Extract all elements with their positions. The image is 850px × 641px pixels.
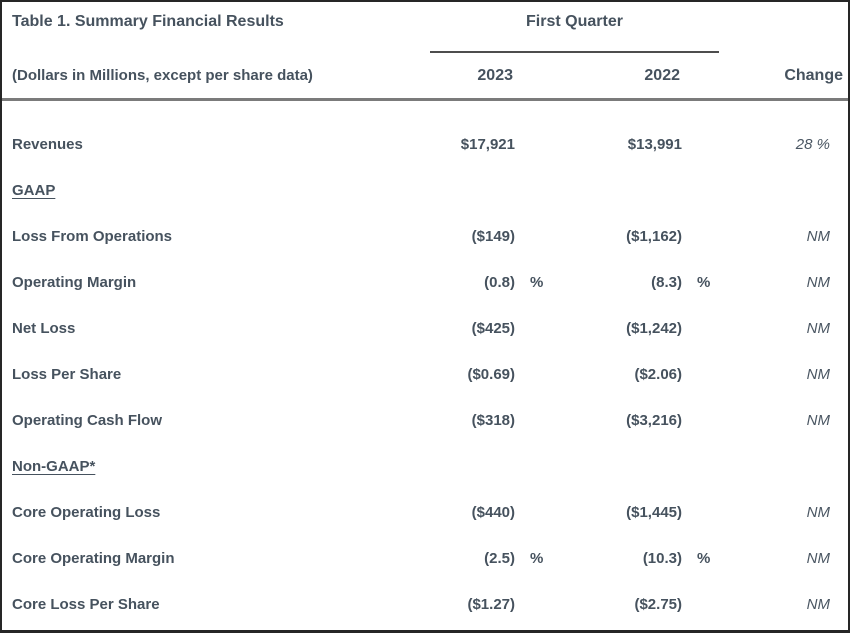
row-label: Core Operating Loss xyxy=(12,503,161,521)
section-label: Non-GAAP* xyxy=(12,457,96,475)
value-2022: (10.3) xyxy=(642,549,682,567)
column-header-change: Change xyxy=(784,66,843,84)
change-value: NM xyxy=(806,549,830,567)
change-value: 28 % xyxy=(795,135,830,153)
value-2023: $17,921 xyxy=(460,135,515,153)
column-header-2023: 2023 xyxy=(477,66,513,84)
value-2022: (8.3) xyxy=(651,273,682,291)
value-2022: ($1,242) xyxy=(626,319,682,337)
value-2023: ($318) xyxy=(471,411,515,429)
table-subtitle: (Dollars in Millions, except per share d… xyxy=(12,67,313,84)
value-2023: ($0.69) xyxy=(467,365,515,383)
table-row-core-operating-margin: Core Operating Margin (2.5) % (10.3) % N… xyxy=(2,535,848,581)
row-label: Revenues xyxy=(12,135,83,153)
change-value: NM xyxy=(806,273,830,291)
first-quarter-column-group-header: First Quarter xyxy=(430,2,719,53)
column-header-2022: 2022 xyxy=(644,66,680,84)
pct-2022: % xyxy=(697,549,711,567)
table-header-row-2: (Dollars in Millions, except per share d… xyxy=(2,53,848,98)
value-2022: ($1,445) xyxy=(626,503,682,521)
value-2023: (2.5) xyxy=(484,549,515,567)
value-2022: ($2.75) xyxy=(634,595,682,613)
value-2023: ($440) xyxy=(471,503,515,521)
change-value: NM xyxy=(806,319,830,337)
value-2023: ($149) xyxy=(471,227,515,245)
value-2022: $13,991 xyxy=(627,135,682,153)
row-label: Loss From Operations xyxy=(12,227,173,245)
table-row-operating-cash-flow: Operating Cash Flow ($318) ($3,216) NM xyxy=(2,397,848,443)
value-2022: ($1,162) xyxy=(626,227,682,245)
change-value: NM xyxy=(806,411,830,429)
row-label: Loss Per Share xyxy=(12,365,122,383)
change-value: NM xyxy=(806,227,830,245)
change-value: NM xyxy=(806,365,830,383)
header-divider-rule xyxy=(2,98,848,101)
value-2023: (0.8) xyxy=(484,273,515,291)
value-2023: ($1.27) xyxy=(467,595,515,613)
section-label: GAAP xyxy=(12,181,56,199)
table-header-row-1: Table 1. Summary Financial Results First… xyxy=(2,2,848,53)
row-label: Operating Cash Flow xyxy=(12,411,163,429)
table-row-operating-margin: Operating Margin (0.8) % (8.3) % NM xyxy=(2,259,848,305)
value-2023: ($425) xyxy=(471,319,515,337)
change-value: NM xyxy=(806,503,830,521)
row-label: Operating Margin xyxy=(12,273,137,291)
pct-2022: % xyxy=(697,273,711,291)
table-title: Table 1. Summary Financial Results xyxy=(12,13,284,30)
table-body: Revenues $17,921 $13,991 28 % GAAP Loss … xyxy=(2,101,848,627)
table-row-loss-from-operations: Loss From Operations ($149) ($1,162) NM xyxy=(2,213,848,259)
row-label: Core Loss Per Share xyxy=(12,595,160,613)
change-value: NM xyxy=(806,595,830,613)
table-row-net-loss: Net Loss ($425) ($1,242) NM xyxy=(2,305,848,351)
section-row-non-gaap: Non-GAAP* xyxy=(2,443,848,489)
section-row-gaap: GAAP xyxy=(2,167,848,213)
row-label: Core Operating Margin xyxy=(12,549,175,567)
pct-2023: % xyxy=(530,273,544,291)
value-2022: ($2.06) xyxy=(634,365,682,383)
pct-2023: % xyxy=(530,549,544,567)
table-row-loss-per-share: Loss Per Share ($0.69) ($2.06) NM xyxy=(2,351,848,397)
header-spacer xyxy=(719,2,848,53)
table-row-revenues: Revenues $17,921 $13,991 28 % xyxy=(2,121,848,167)
row-label: Net Loss xyxy=(12,319,76,337)
value-2022: ($3,216) xyxy=(626,411,682,429)
table-row-core-operating-loss: Core Operating Loss ($440) ($1,445) NM xyxy=(2,489,848,535)
table-row-core-loss-per-share: Core Loss Per Share ($1.27) ($2.75) NM xyxy=(2,581,848,627)
